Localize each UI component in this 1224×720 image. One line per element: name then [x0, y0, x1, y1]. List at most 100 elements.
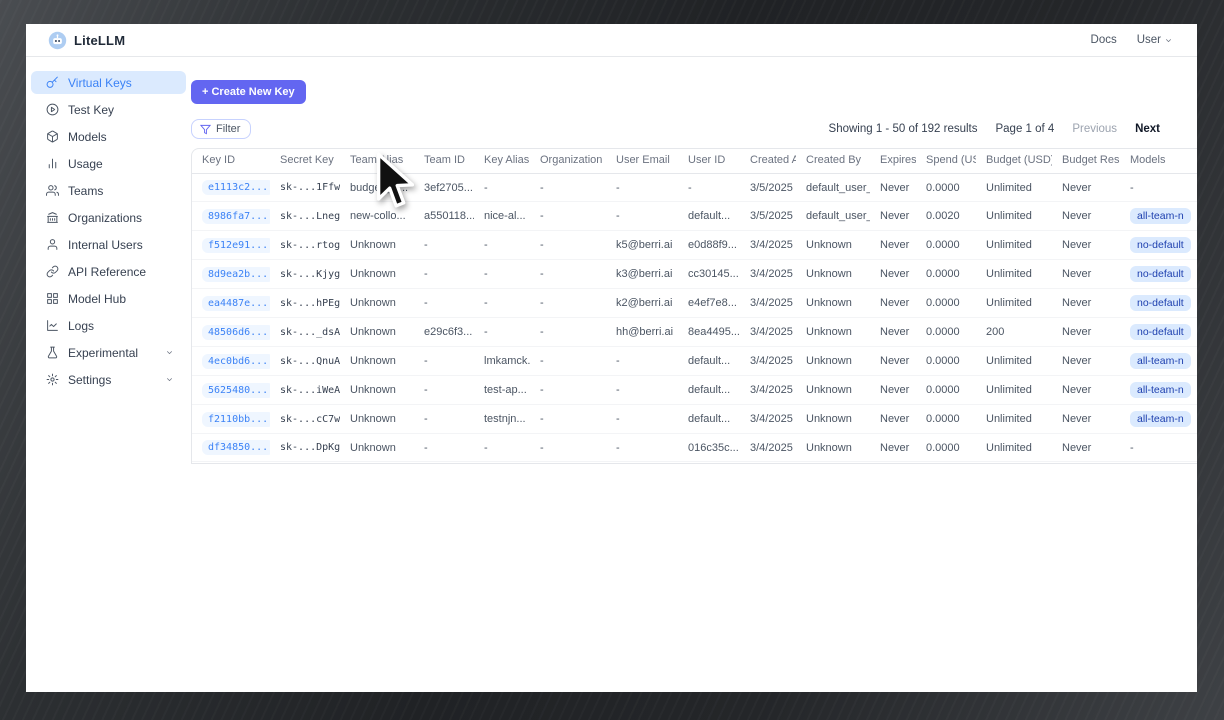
table-row[interactable]: 5625480... sk-...iWeA Unknown - test-ap... - -…: [192, 375, 1197, 405]
column-header-spend[interactable]: Spend (USD): [916, 149, 976, 174]
cell-team_id: a550118...: [414, 201, 474, 231]
cell-budget: Unlimited: [976, 201, 1052, 231]
sidebar-item-internal-users[interactable]: Internal Users: [31, 233, 186, 256]
sidebar-item-models[interactable]: Models: [31, 125, 186, 148]
sidebar-item-usage[interactable]: Usage: [31, 152, 186, 175]
key-id-pill[interactable]: 5625480...: [202, 382, 270, 398]
cell-key_alias: -: [474, 461, 530, 463]
top-navbar: LiteLLM Docs User: [26, 24, 1197, 57]
cell-created_at: 3/4/2025: [740, 375, 796, 405]
key-id-pill[interactable]: e1113c2...: [202, 180, 270, 195]
key-id-pill[interactable]: 8d9ea2b...: [202, 266, 270, 282]
cell-key_id: e1113c2...: [192, 173, 270, 202]
cell-budget: Unlimited: [976, 346, 1052, 376]
column-header-budget[interactable]: Budget (USD): [976, 149, 1052, 174]
cell-spend: 0.0000: [916, 317, 976, 347]
cell-expires: Never: [870, 288, 916, 318]
cell-spend: 0.0000: [916, 259, 976, 289]
cell-created_by: Unknown: [796, 433, 870, 462]
sidebar-item-label: Settings: [68, 372, 112, 387]
cell-secret_key: sk-...1Ffw: [270, 173, 340, 202]
table-row[interactable]: e1113c2... sk-...1Ffw budget_te... 3ef2705.…: [192, 173, 1197, 202]
sidebar-item-organizations[interactable]: Organizations: [31, 206, 186, 229]
column-header-secret_key[interactable]: Secret Key: [270, 149, 340, 174]
cell-created_at: 3/5/2025: [740, 201, 796, 231]
table-header-row: Key ID Secret Key Team Alias Team ID Key Ali…: [192, 149, 1197, 174]
column-header-team_alias[interactable]: Team Alias: [340, 149, 414, 174]
sidebar-item-label: Internal Users: [68, 237, 143, 252]
cell-user_id: default...: [678, 375, 740, 405]
sidebar-item-test-key[interactable]: Test Key: [31, 98, 186, 121]
sidebar-item-virtual-keys[interactable]: Virtual Keys: [31, 71, 186, 94]
model-badge: all-team-n: [1130, 353, 1191, 369]
cell-user_id: 8ea4495...: [678, 317, 740, 347]
user-menu[interactable]: User: [1137, 34, 1173, 46]
key-id-pill[interactable]: df34850...: [202, 440, 270, 455]
cell-organization_id: -: [530, 201, 606, 231]
cell-expires: Never: [870, 259, 916, 289]
cell-budget_reset: Never: [1052, 317, 1120, 347]
key-id-pill[interactable]: 48506d6...: [202, 324, 270, 340]
results-count-text: Showing 1 - 50 of 192 results: [828, 123, 978, 135]
table-row[interactable]: f2110bb... sk-...cC7w Unknown - testnjn... - -…: [192, 404, 1197, 434]
cell-key_alias: -: [474, 317, 530, 347]
sidebar-item-model-hub[interactable]: Model Hub: [31, 287, 186, 310]
sidebar-item-label: API Reference: [68, 264, 147, 279]
column-header-user_email[interactable]: User Email: [606, 149, 678, 174]
table-row[interactable]: 48506d6... sk-..._dsA Unknown e29c6f3... - - h…: [192, 317, 1197, 347]
key-id-pill[interactable]: 4ec0bd6...: [202, 353, 270, 369]
key-id-pill[interactable]: 8986fa7...: [202, 208, 270, 224]
cell-expires: Never: [870, 173, 916, 202]
cell-team_id: -: [414, 346, 474, 376]
column-header-key_alias[interactable]: Key Alias: [474, 149, 530, 174]
cell-spend: 0.0000: [916, 230, 976, 260]
column-header-created_at[interactable]: Created At: [740, 149, 796, 174]
table-row[interactable]: 8986fa7... sk-...Lneg new-collo... a550118.…: [192, 201, 1197, 231]
table-row[interactable]: df34850... sk-...DpKg Unknown - - - -016c35c..…: [192, 433, 1197, 462]
cell-expires: Never: [870, 433, 916, 462]
column-header-team_id[interactable]: Team ID: [414, 149, 474, 174]
sidebar-item-api-reference[interactable]: API Reference: [31, 260, 186, 283]
column-header-user_id[interactable]: User ID: [678, 149, 740, 174]
column-header-expires[interactable]: Expires: [870, 149, 916, 174]
sidebar-item-logs[interactable]: Logs: [31, 314, 186, 337]
docs-link[interactable]: Docs: [1090, 34, 1117, 46]
filter-button[interactable]: Filter: [191, 119, 252, 139]
create-new-key-button[interactable]: + Create New Key: [191, 80, 306, 104]
column-header-models[interactable]: Models: [1120, 149, 1197, 174]
cell-budget: Unlimited: [976, 259, 1052, 289]
sidebar-item-experimental[interactable]: Experimental: [31, 341, 186, 364]
cell-created_by: Unknown: [796, 461, 870, 463]
cell-user_email: -: [606, 375, 678, 405]
next-page-button[interactable]: Next: [1135, 123, 1160, 135]
table-row[interactable]: 4b31313...sk-...cNDQUnknown---52@berri.a…: [192, 461, 1197, 463]
table-row[interactable]: 8d9ea2b... sk-...Kjyg Unknown - - - k3@berri.a…: [192, 259, 1197, 289]
sidebar-item-label: Models: [68, 129, 107, 144]
key-id-pill[interactable]: f2110bb...: [202, 411, 270, 427]
table-row[interactable]: 4ec0bd6...sk-...QnuAUnknown-lmkamck...--…: [192, 346, 1197, 376]
table-row[interactable]: f512e91... sk-...rtog Unknown - - - k5@berri.a…: [192, 230, 1197, 260]
cell-team_alias: Unknown: [340, 461, 414, 463]
key-id-pill[interactable]: ea4487e...: [202, 295, 270, 311]
sidebar-item-settings[interactable]: Settings: [31, 368, 186, 391]
column-header-key_id[interactable]: Key ID: [192, 149, 270, 174]
cell-key_alias: -: [474, 288, 530, 318]
previous-page-button[interactable]: Previous: [1072, 123, 1118, 135]
sidebar-item-teams[interactable]: Teams: [31, 179, 186, 202]
cell-created_at: 3/4/2025: [740, 288, 796, 318]
cell-user_id: 016c35c...: [678, 433, 740, 462]
column-header-budget_reset[interactable]: Budget Reset: [1052, 149, 1120, 174]
cell-user_id: default...: [678, 404, 740, 434]
cell-budget: Unlimited: [976, 173, 1052, 202]
table-row[interactable]: ea4487e... sk-...hPEg Unknown - - - k2@berri.a…: [192, 288, 1197, 318]
cell-created_by: Unknown: [796, 288, 870, 318]
sidebar-item-label: Model Hub: [68, 291, 127, 306]
sidebar-item-label: Virtual Keys: [68, 75, 132, 90]
user-menu-label: User: [1136, 34, 1161, 46]
column-header-created_by[interactable]: Created By: [796, 149, 870, 174]
cell-expires: Never: [870, 461, 916, 463]
cell-organization_id: -: [530, 433, 606, 462]
column-header-organization_id[interactable]: Organization ID: [530, 149, 606, 174]
key-id-pill[interactable]: f512e91...: [202, 237, 270, 253]
flask-icon: [47, 346, 58, 359]
